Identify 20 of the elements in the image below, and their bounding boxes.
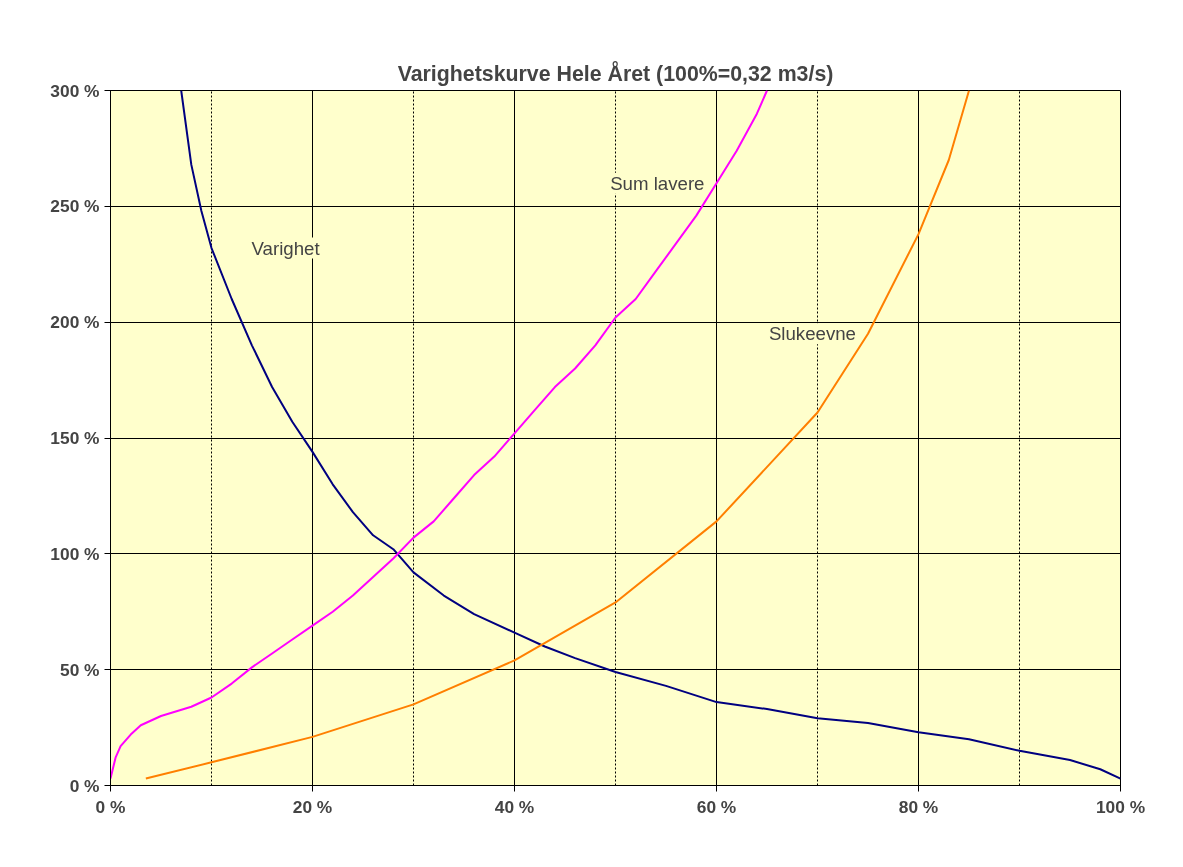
series-label: Slukeevne	[768, 323, 856, 345]
y-tick-label: 300 %	[50, 80, 100, 101]
line-series	[110, 90, 768, 780]
y-tick-label: 50 %	[60, 659, 100, 680]
x-tick-label: 60 %	[696, 796, 737, 817]
x-tick-label: 100 %	[1095, 796, 1146, 817]
chart-title: Varighetskurve Hele Året (100%=0,32 m3/s)	[397, 59, 834, 86]
y-tick-label: 0 %	[69, 775, 100, 796]
x-tick-label: 80 %	[898, 796, 939, 817]
x-tick-label: 0 %	[95, 796, 126, 817]
line-series	[180, 90, 1121, 780]
y-tick-label: 100 %	[50, 543, 100, 564]
series-label: Sum lavere	[610, 172, 705, 194]
series-label: Varighet	[251, 237, 321, 259]
y-tick-label: 200 %	[50, 312, 100, 333]
x-tick-label: 40 %	[494, 796, 535, 817]
line-series	[144, 90, 970, 780]
y-tick-label: 150 %	[50, 428, 100, 448]
y-tick-label: 250 %	[50, 196, 100, 217]
x-tick-label: 20 %	[292, 796, 333, 817]
